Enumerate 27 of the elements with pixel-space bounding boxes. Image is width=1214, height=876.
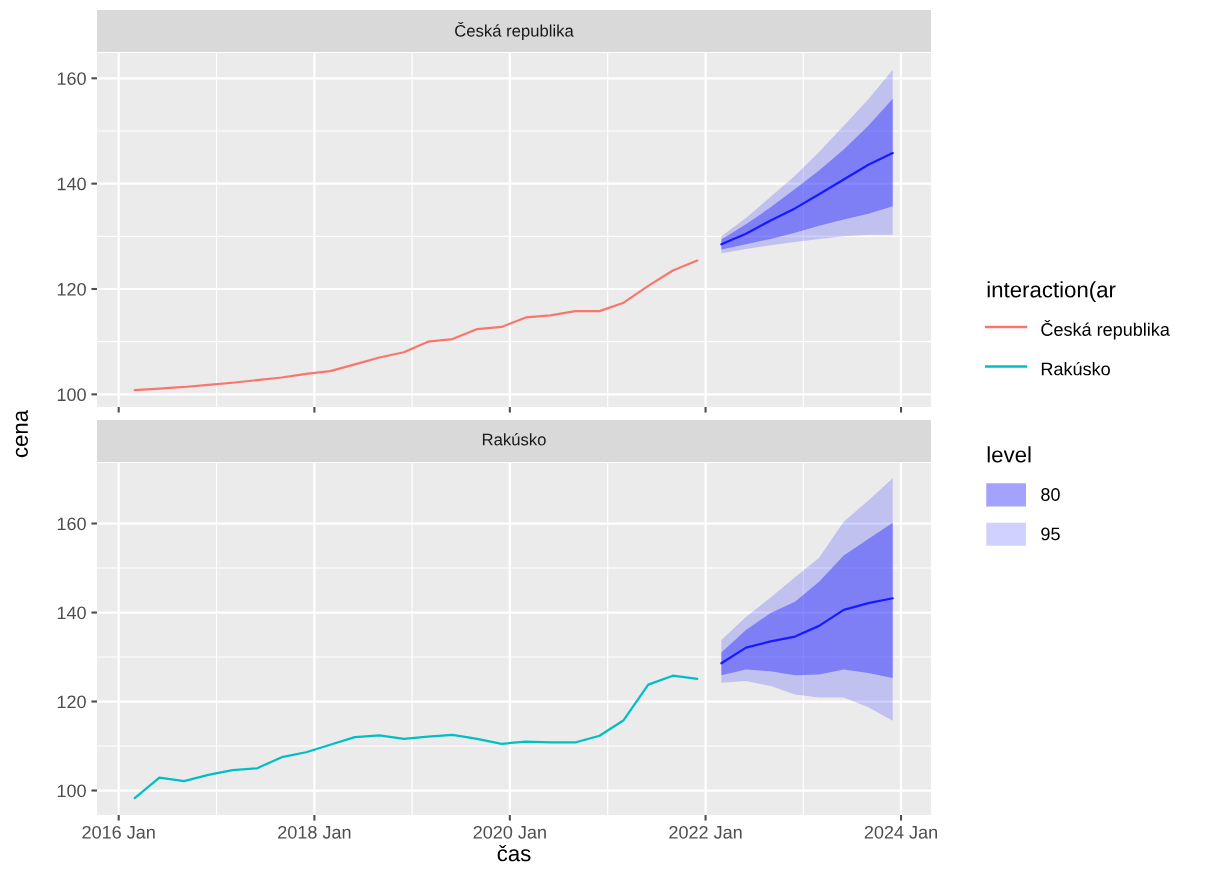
legend-label: Česká republika xyxy=(1041,319,1170,340)
x-tick-label: 2018 Jan xyxy=(278,825,351,839)
x-tick-label: 2016 Jan xyxy=(82,825,155,839)
y-tick-label: 160 xyxy=(57,72,86,86)
y-tick-label: 120 xyxy=(57,282,86,296)
legend-label: 80 xyxy=(1041,488,1060,501)
chart-title: Česká republika xyxy=(455,21,574,41)
line-series xyxy=(720,597,894,665)
line-series xyxy=(133,674,699,800)
y-axis-title: cena xyxy=(15,409,28,458)
x-tick-label: 2022 Jan xyxy=(669,825,742,839)
y-tick-label: 140 xyxy=(57,606,86,620)
chart-title: Rakúsko xyxy=(482,433,546,446)
legend-label: Rakúsko xyxy=(1041,361,1110,376)
y-tick-label: 100 xyxy=(57,784,86,798)
x-tick-label: 2024 Jan xyxy=(864,825,937,839)
legend-title: interaction(ar xyxy=(987,281,1116,302)
legend-title: level xyxy=(987,446,1031,463)
line-series xyxy=(720,151,894,246)
y-tick-label: 160 xyxy=(57,517,86,531)
legend-label: 95 xyxy=(1041,527,1060,541)
line-series xyxy=(133,259,699,392)
y-tick-label: 100 xyxy=(57,388,86,402)
x-axis-title: čas xyxy=(497,844,531,862)
y-tick-label: 140 xyxy=(57,177,86,191)
y-tick-label: 120 xyxy=(57,695,86,709)
x-tick-label: 2020 Jan xyxy=(473,825,546,839)
